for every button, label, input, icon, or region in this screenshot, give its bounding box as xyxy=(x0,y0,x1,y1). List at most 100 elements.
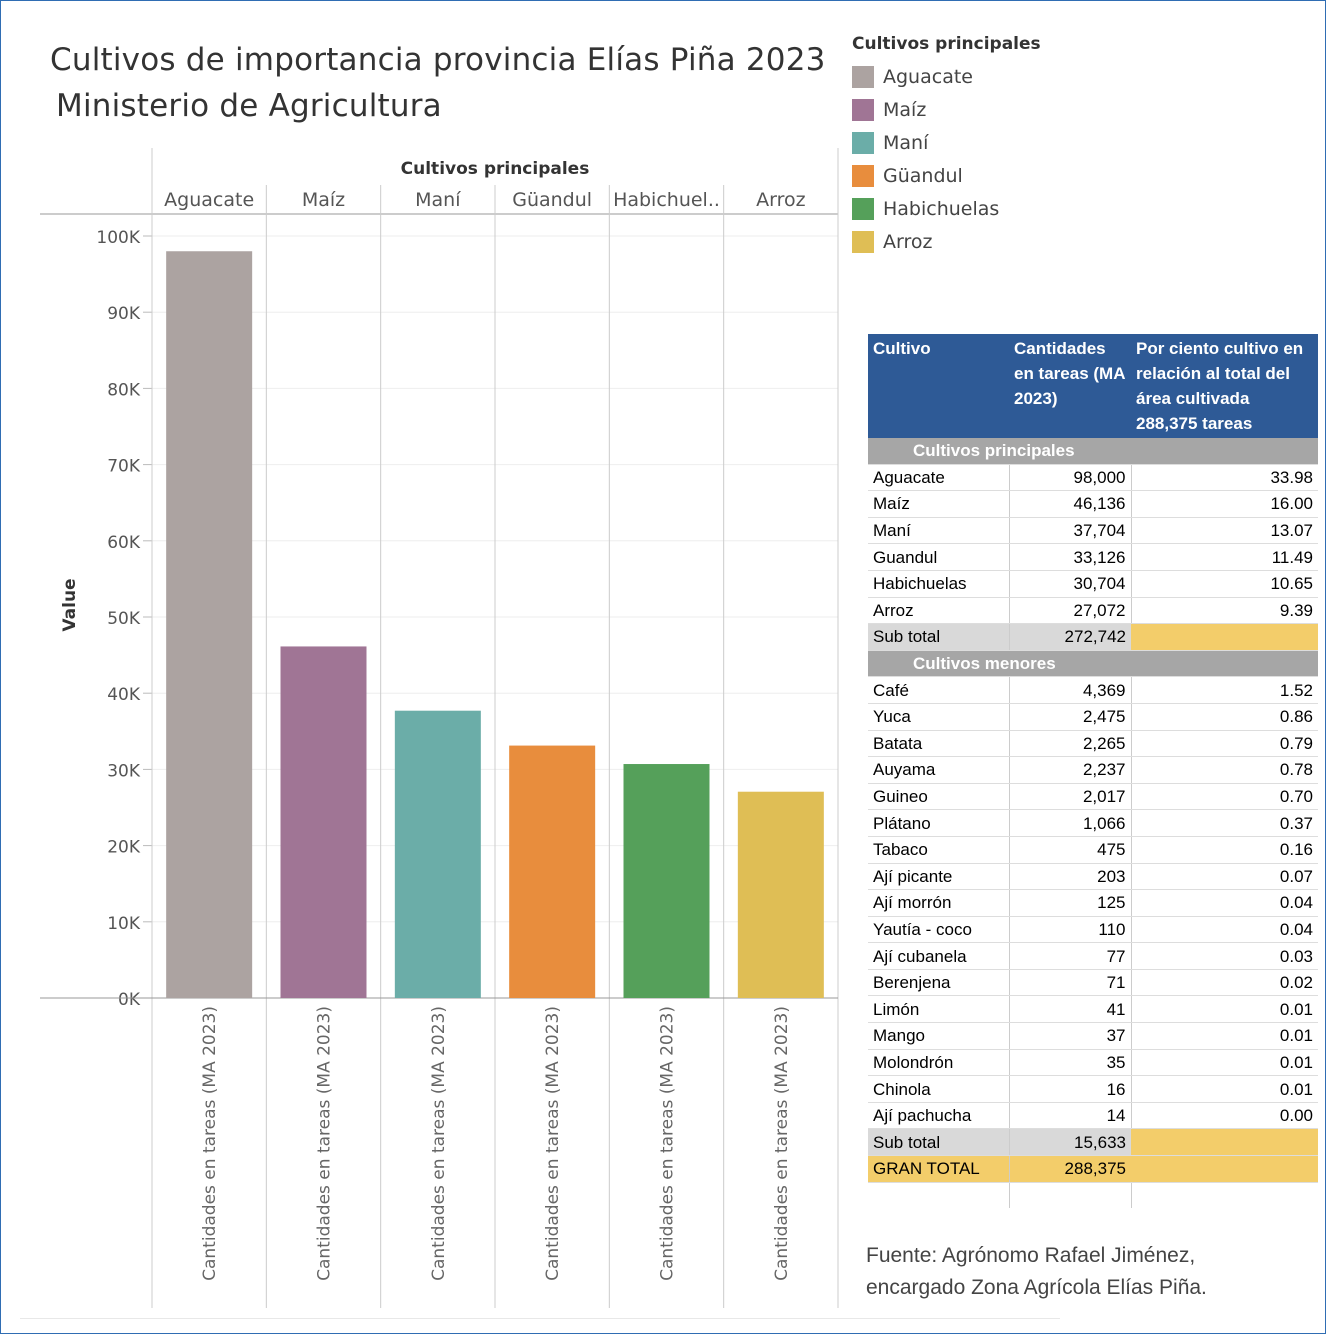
crop-percent: 0.70 xyxy=(1130,783,1318,811)
y-tick-label: 0K xyxy=(118,990,141,1010)
crop-amount: 77 xyxy=(1008,942,1131,970)
crop-percent: 0.01 xyxy=(1130,995,1318,1024)
legend-label: Arroz xyxy=(883,230,933,253)
grand-total-row: GRAN TOTAL 288,375 xyxy=(868,1155,1318,1183)
bar-aguacate xyxy=(166,251,253,999)
crop-percent: 10.65 xyxy=(1130,570,1318,598)
crop-percent: 0.03 xyxy=(1130,942,1318,970)
crop-name: Tabaco xyxy=(868,836,1009,864)
crop-name: Ají cubanela xyxy=(868,942,1009,970)
legend-label: Güandul xyxy=(883,164,963,187)
grand-total-row-blank xyxy=(1131,1155,1318,1183)
crop-name: Ají picante xyxy=(868,863,1009,891)
crop-amount: 2,237 xyxy=(1008,756,1131,784)
data-table: Cultivo Cantidades en tareas (MA 2023) P… xyxy=(868,334,1318,1208)
bar-chart: 0K 10K 20K 30K 40K 50K 60K 70K 80K 90K 100K Cultivo… xyxy=(40,148,839,1308)
bar-maíz xyxy=(280,646,367,998)
crop-amount: 35 xyxy=(1008,1049,1131,1077)
legend-item: Maní xyxy=(852,126,1041,159)
crop-percent: 16.00 xyxy=(1130,490,1318,518)
subtotal-row: Sub total 15,633 xyxy=(868,1128,1318,1157)
chart-subtitle: Ministerio de Agricultura xyxy=(56,88,442,124)
table-row: Auyama 2,237 0.78 xyxy=(868,756,1318,784)
subtotal-row-label: Sub total xyxy=(868,1128,1009,1157)
legend-title: Cultivos principales xyxy=(852,34,1041,54)
column-header-title: Cultivos principales xyxy=(401,159,590,179)
table-row: Tabaco 475 0.16 xyxy=(868,836,1318,864)
crop-name: Arroz xyxy=(868,597,1009,625)
subtotal-row: Sub total 272,742 xyxy=(868,623,1318,651)
crop-amount: 2,017 xyxy=(1008,783,1131,811)
divider xyxy=(20,1318,1060,1319)
chart-title: Cultivos de importancia provincia Elías … xyxy=(50,42,826,78)
spacer-cell xyxy=(868,1182,1009,1208)
table-header-cantidades: Cantidades en tareas (MA 2023) xyxy=(1009,334,1131,438)
x-axis-label: Cantidades en tareas (MA 2023) xyxy=(543,1006,563,1281)
y-tick-label: 20K xyxy=(107,838,141,858)
table-header-cultivo: Cultivo xyxy=(868,334,1009,438)
crop-percent: 0.37 xyxy=(1130,809,1318,837)
category-label: Aguacate xyxy=(164,189,254,211)
table-row: Limón 41 0.01 xyxy=(868,995,1318,1024)
crop-amount: 203 xyxy=(1008,863,1131,891)
legend-swatch xyxy=(852,98,874,121)
crop-amount: 71 xyxy=(1008,969,1131,997)
subtotal-row-value: 15,633 xyxy=(1008,1128,1131,1157)
legend-swatch xyxy=(852,197,874,220)
table-row: Guandul 33,126 11.49 xyxy=(868,543,1318,571)
legend-label: Maíz xyxy=(883,98,927,121)
crop-percent: 33.98 xyxy=(1130,464,1318,492)
source-line-2: encargado Zona Agrícola Elías Piña. xyxy=(866,1276,1207,1299)
legend-label: Aguacate xyxy=(883,65,973,88)
category-label: Arroz xyxy=(756,189,805,211)
table-row: Maíz 46,136 16.00 xyxy=(868,490,1318,518)
crop-name: Ají morrón xyxy=(868,889,1009,917)
crop-amount: 2,265 xyxy=(1008,730,1131,758)
crop-name: Café xyxy=(868,676,1009,704)
category-label: Maíz xyxy=(302,189,345,211)
crop-amount: 4,369 xyxy=(1008,676,1131,704)
table-section-row: Cultivos principales xyxy=(868,438,1318,465)
category-label: Maní xyxy=(415,189,461,211)
x-axis-label: Cantidades en tareas (MA 2023) xyxy=(772,1006,792,1281)
category-label: Habichuel.. xyxy=(613,189,720,211)
legend-item: Aguacate xyxy=(852,60,1041,93)
crop-percent: 0.04 xyxy=(1130,916,1318,944)
table-row: Chinola 16 0.01 xyxy=(868,1075,1318,1103)
x-axis-label: Cantidades en tareas (MA 2023) xyxy=(658,1006,678,1281)
crop-amount: 27,072 xyxy=(1008,597,1131,625)
table-row: Ají morrón 125 0.04 xyxy=(868,889,1318,917)
y-axis-title: Value xyxy=(60,578,80,631)
crop-amount: 125 xyxy=(1008,889,1131,917)
crop-percent: 0.04 xyxy=(1130,889,1318,917)
table-row: Café 4,369 1.52 xyxy=(868,676,1318,704)
crop-percent: 1.52 xyxy=(1130,676,1318,704)
crop-amount: 37 xyxy=(1008,1022,1131,1050)
table-row: Ají cubanela 77 0.03 xyxy=(868,942,1318,970)
y-tick-label: 70K xyxy=(107,457,141,477)
table-row: Berenjena 71 0.02 xyxy=(868,969,1318,997)
table-section-row: Cultivos menores xyxy=(868,650,1318,678)
legend-item: Maíz xyxy=(852,93,1041,126)
table-header-porciento: Por ciento cultivo en relación al total … xyxy=(1131,334,1318,438)
table-row: Batata 2,265 0.79 xyxy=(868,730,1318,758)
crop-name: Yautía - coco xyxy=(868,916,1009,944)
subtotal-row-label: Sub total xyxy=(868,623,1009,651)
table-row: Plátano 1,066 0.37 xyxy=(868,809,1318,837)
crop-name: Habichuelas xyxy=(868,570,1009,598)
crop-name: Guineo xyxy=(868,783,1009,811)
section-label: Cultivos menores xyxy=(868,650,1318,678)
subtotal-row-blank xyxy=(1131,1128,1318,1157)
crop-amount: 475 xyxy=(1008,836,1131,864)
table-row: Arroz 27,072 9.39 xyxy=(868,597,1318,625)
y-tick-label: 100K xyxy=(96,228,140,248)
y-tick-label: 90K xyxy=(107,304,141,324)
y-tick-label: 30K xyxy=(107,761,141,781)
bar-arroz xyxy=(737,791,824,998)
legend-label: Habichuelas xyxy=(883,197,1000,220)
subtotal-row-value: 272,742 xyxy=(1008,623,1131,651)
crop-percent: 0.00 xyxy=(1130,1102,1318,1130)
table-row: Aguacate 98,000 33.98 xyxy=(868,464,1318,492)
y-tick-label: 50K xyxy=(107,609,141,629)
